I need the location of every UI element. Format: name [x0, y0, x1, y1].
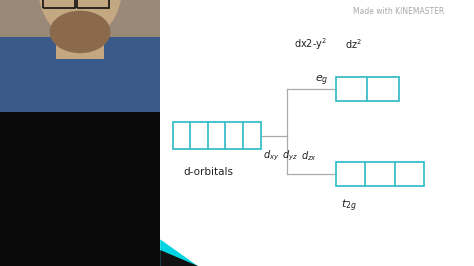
Text: dx2-y$^2$: dx2-y$^2$: [294, 36, 328, 52]
Polygon shape: [160, 250, 198, 266]
Ellipse shape: [38, 0, 122, 40]
Text: d-orbitals: d-orbitals: [184, 167, 234, 177]
Text: $e_g$: $e_g$: [315, 74, 328, 88]
Text: $t_{2g}$: $t_{2g}$: [341, 198, 356, 214]
Text: dz$^2$: dz$^2$: [345, 37, 362, 51]
Bar: [0, 0, 160, 112]
Bar: [336, 77, 399, 101]
Bar: [77, 0, 109, 8]
Text: $d_{xy}$: $d_{xy}$: [264, 148, 280, 163]
Bar: [0, 112, 160, 266]
Text: $d_{yz}$: $d_{yz}$: [283, 148, 299, 163]
Bar: [56, 19, 104, 59]
Ellipse shape: [50, 11, 110, 53]
Bar: [0, 0, 160, 112]
Bar: [173, 122, 261, 149]
Text: Made with KINEMASTER: Made with KINEMASTER: [353, 7, 444, 16]
Text: $d_{zx}$: $d_{zx}$: [301, 149, 317, 163]
Bar: [43, 0, 75, 8]
Bar: [0, 37, 160, 112]
Bar: [336, 162, 424, 186]
Polygon shape: [160, 239, 198, 266]
